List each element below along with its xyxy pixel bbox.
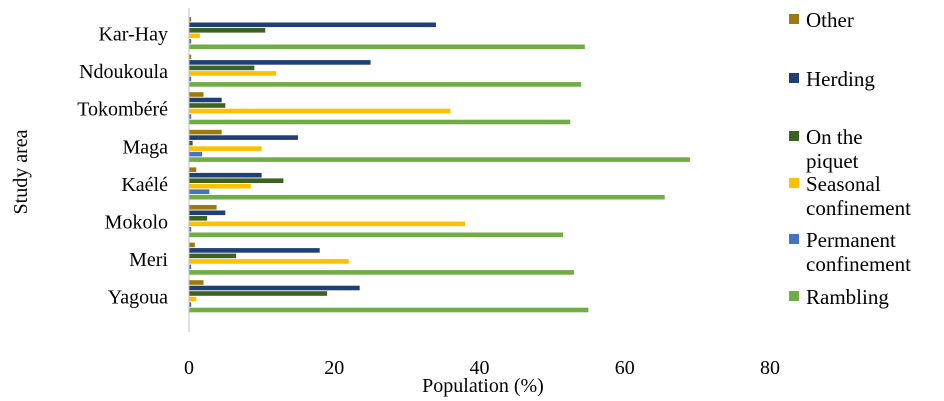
x-tick-label: 0: [184, 357, 194, 379]
legend-label: piquet: [806, 149, 859, 173]
y-tick-label: Maga: [122, 136, 168, 158]
legend-label: confinement: [806, 196, 911, 220]
bar: [189, 157, 691, 162]
bar: [189, 17, 192, 22]
bar: [189, 108, 451, 114]
y-tick-label: Meri: [129, 249, 168, 271]
bar: [189, 248, 320, 253]
bar: [189, 135, 298, 140]
bar: [189, 33, 200, 39]
bar: [189, 242, 195, 248]
bar: [189, 44, 585, 50]
bars-group: [189, 17, 691, 313]
bar: [189, 210, 226, 216]
bar: [189, 76, 192, 82]
legend-swatch: [789, 131, 799, 141]
y-tick-label: Kaélé: [121, 174, 168, 196]
bar: [189, 216, 208, 221]
bar: [189, 129, 222, 135]
bar: [189, 22, 436, 28]
legend-swatch: [789, 14, 799, 24]
legend-label: confinement: [806, 252, 911, 276]
legend-label: Rambling: [806, 285, 889, 309]
y-tick-label: Yagoua: [108, 287, 168, 309]
bar: [189, 172, 262, 178]
bar: [189, 82, 582, 87]
bar: [189, 151, 203, 157]
y-axis-title: Study area: [10, 129, 32, 214]
x-tick-label: 60: [615, 357, 635, 379]
bar: [189, 232, 564, 238]
x-tick-label: 20: [324, 357, 344, 379]
bar: [189, 194, 665, 200]
y-tick-label: Tokombéré: [77, 99, 168, 121]
bar: [189, 39, 192, 44]
bar: [189, 302, 192, 307]
legend-label: Permanent: [806, 228, 896, 252]
legend-label: Herding: [806, 67, 875, 91]
x-tick-label: 40: [470, 357, 490, 379]
bar: [189, 227, 192, 232]
bar: [189, 140, 193, 146]
legend-swatch: [789, 73, 799, 83]
y-tick-label: Ndoukoula: [79, 61, 168, 83]
y-tick-labels: Kar-Hay Ndoukoula Tokombéré Maga Kaélé Mokolo…: [77, 24, 168, 309]
x-axis-title: Population (%): [422, 375, 544, 397]
bar: [189, 264, 192, 270]
bar: [189, 65, 255, 71]
bar: [189, 221, 465, 227]
bar: [189, 253, 237, 259]
bar: [189, 183, 251, 189]
x-tick-label: 80: [760, 357, 780, 379]
bar: [189, 291, 327, 296]
bar: [189, 119, 571, 125]
bar: [189, 28, 266, 33]
bar: [189, 103, 226, 108]
legend-swatch: [789, 291, 799, 301]
y-tick-label: Kar-Hay: [98, 24, 168, 46]
bar: [189, 189, 210, 194]
bar: [189, 296, 197, 302]
legend-label: Other: [806, 8, 854, 32]
bar: [189, 270, 574, 275]
x-tick-labels: 0 20 40 60 80: [184, 357, 780, 379]
bar: [189, 280, 204, 285]
y-tick-label: Mokolo: [105, 212, 168, 234]
legend-label: Seasonal: [806, 172, 881, 196]
bar: [189, 114, 192, 119]
bar: [189, 54, 192, 60]
legend-swatch: [789, 178, 799, 188]
bar: [189, 60, 371, 65]
legend-swatch: [789, 234, 799, 244]
bar: [189, 259, 349, 264]
bar: [189, 205, 217, 210]
bar: [189, 92, 204, 97]
bar: [189, 307, 589, 313]
bar: [189, 97, 222, 103]
bar: [189, 285, 360, 291]
bar: [189, 146, 262, 151]
bar: [189, 167, 197, 172]
bar: [189, 178, 284, 183]
bar: [189, 71, 277, 76]
legend-label: On the: [806, 125, 863, 149]
